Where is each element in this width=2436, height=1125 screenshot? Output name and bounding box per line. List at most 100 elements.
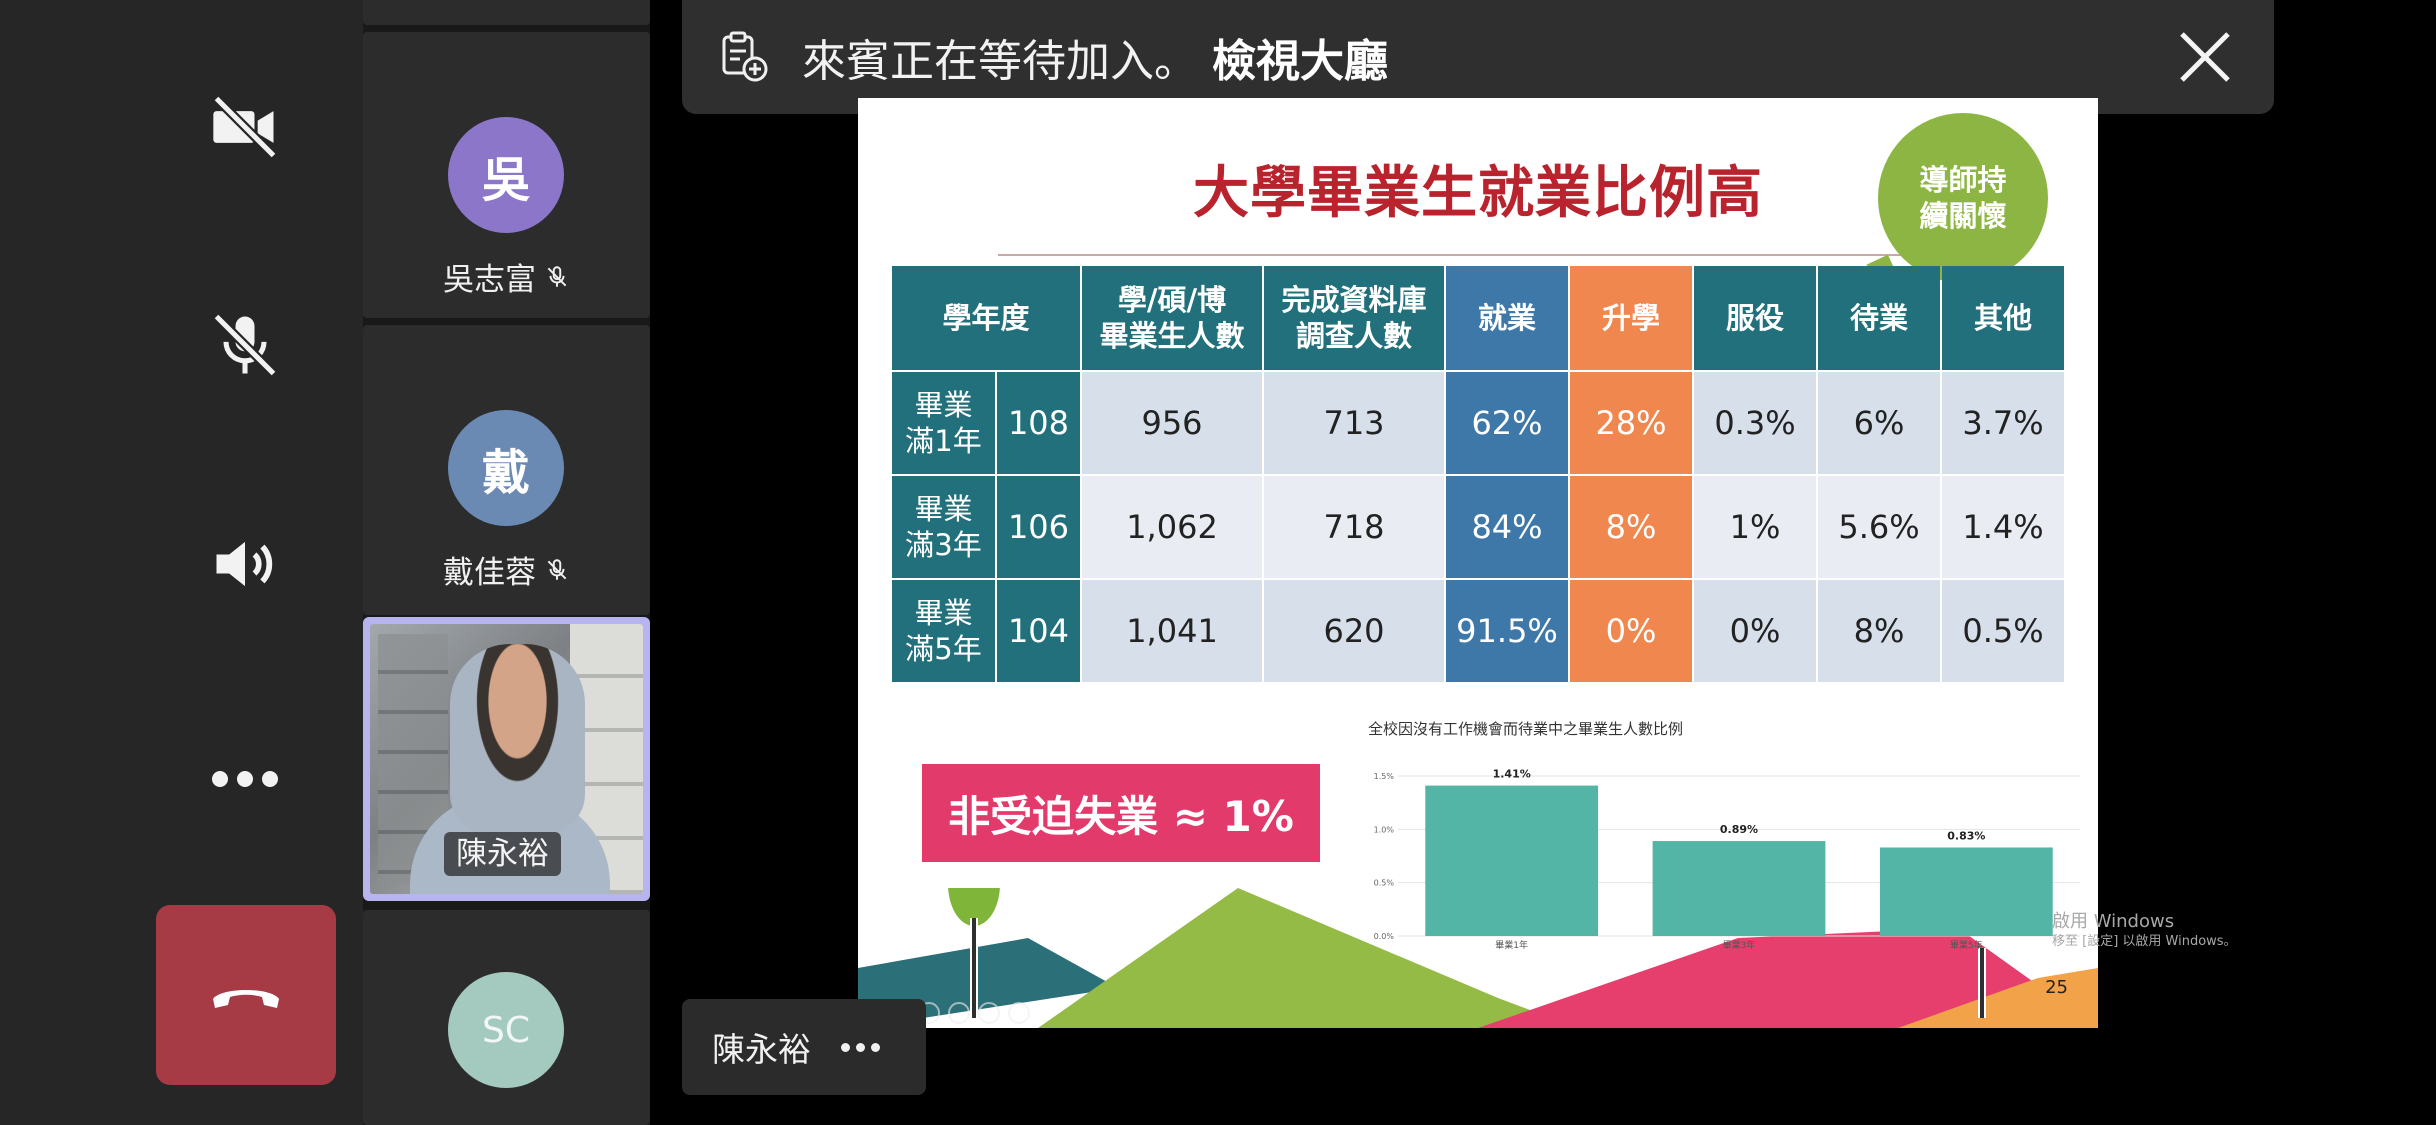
cell-other: 3.7% — [1942, 372, 2064, 474]
camera-off-button[interactable] — [170, 72, 320, 182]
header-line: 調查人數 — [1295, 319, 1412, 353]
chart-plot: 0.0% 0.5% 1.0% 1.5% 1.41% 畢業1年 0.89% 畢業3年 0.83% 畢… — [1374, 768, 2080, 951]
header-grads: 學/碩/博 畢業生人數 — [1082, 266, 1262, 370]
cell-grads: 956 — [1082, 372, 1262, 474]
more-icon — [212, 771, 278, 787]
row-year: 104 — [996, 580, 1080, 682]
row-label-line: 滿1年 — [905, 424, 982, 458]
row-label-line: 畢業 — [914, 492, 973, 526]
video-name-label: 陳永裕 — [444, 832, 561, 876]
row-label-line: 滿5年 — [905, 632, 982, 666]
header-waiting: 待業 — [1818, 266, 1940, 370]
cell-surveyed: 713 — [1264, 372, 1444, 474]
cell-other: 0.5% — [1942, 580, 2064, 682]
avatar: 戴 — [448, 410, 564, 526]
chart-bar — [1652, 841, 1826, 936]
close-icon[interactable] — [2176, 28, 2234, 86]
chart-x-tick-label: 畢業3年 — [1723, 939, 1756, 951]
watermark-line: 啟用 Windows — [2052, 911, 2175, 932]
zoom-tool-icon[interactable] — [978, 1002, 1000, 1024]
participant-name: 戴佳蓉 — [363, 547, 650, 592]
presenter-more-icon[interactable] — [841, 1037, 881, 1057]
participant-tile-partial[interactable] — [363, 0, 650, 25]
bubble-line: 導師持 — [1919, 163, 2007, 197]
mentor-care-bubble: 導師持 續關懷 — [1878, 113, 2048, 283]
cell-further-study: 8% — [1570, 476, 1692, 578]
header-line: 畢業生人數 — [1099, 319, 1245, 353]
table-row: 畢業 滿1年 108 956 713 62% 28% 0.3% 6% 3.7% — [892, 372, 2064, 474]
participant-tile-chen-active-speaker[interactable]: 陳永裕 — [363, 617, 650, 901]
cell-employed: 91.5% — [1446, 580, 1568, 682]
cell-further-study: 28% — [1570, 372, 1692, 474]
more-tools-icon[interactable] — [1008, 1002, 1030, 1024]
participant-name-text: 戴佳蓉 — [443, 555, 536, 591]
view-lobby-link[interactable]: 檢視大廳 — [1212, 36, 1388, 87]
cell-grads: 1,062 — [1082, 476, 1262, 578]
chart-title: 全校因沒有工作機會而待業中之畢業生人數比例 — [1368, 720, 1684, 738]
presenter-name: 陳永裕 — [712, 1030, 811, 1069]
lobby-notification-banner: 來賓正在等待加入。 檢視大廳 — [682, 0, 2274, 114]
participant-tile-wu[interactable]: 吳 吳志富 — [363, 32, 650, 318]
non-forced-unemployment-label: 非受迫失業 ≈ 1% — [922, 764, 1320, 862]
microphone-mute-button[interactable] — [170, 290, 320, 400]
participant-video: 陳永裕 — [370, 624, 643, 894]
mic-muted-icon — [547, 265, 567, 287]
chart-y-tick-label: 0.5% — [1374, 879, 1395, 888]
presenter-badge[interactable]: 陳永裕 — [682, 999, 926, 1095]
cell-further-study: 0% — [1570, 580, 1692, 682]
shared-slide: 大學畢業生就業比例高 導師持 續關懷 學年度 學/碩/博 畢業生人數 完成資料庫 — [858, 98, 2098, 1028]
chart-data-label: 1.41% — [1493, 768, 1531, 781]
chart-data-label: 0.89% — [1720, 823, 1758, 836]
hang-up-button[interactable] — [156, 905, 336, 1085]
slide-toolbar — [918, 998, 1078, 1028]
chart-y-tick-label: 1.5% — [1374, 772, 1395, 781]
cell-employed: 62% — [1446, 372, 1568, 474]
table-row: 畢業 滿5年 104 1,041 620 91.5% 0% 0% 8% 0.5% — [892, 580, 2064, 682]
header-military: 服役 — [1694, 266, 1816, 370]
chart-bar — [1425, 785, 1599, 936]
more-options-button[interactable] — [170, 724, 320, 834]
header-line: 學/碩/博 — [1117, 283, 1227, 317]
cell-employed: 84% — [1446, 476, 1568, 578]
chart-data-label: 0.83% — [1947, 829, 1985, 842]
cell-waiting: 8% — [1818, 580, 1940, 682]
cell-military: 0.3% — [1694, 372, 1816, 474]
row-label-line: 畢業 — [914, 596, 973, 630]
bubble-line: 續關懷 — [1919, 199, 2007, 233]
participant-tile-sc[interactable]: SC — [363, 910, 650, 1125]
row-label: 畢業 滿5年 — [892, 580, 995, 682]
cell-surveyed: 620 — [1264, 580, 1444, 682]
chart-y-tick-label: 0.0% — [1374, 932, 1395, 941]
cell-grads: 1,041 — [1082, 580, 1262, 682]
camera-off-icon — [213, 95, 277, 159]
header-line: 完成資料庫 — [1281, 283, 1427, 317]
lobby-message: 來賓正在等待加入。 — [802, 36, 1198, 87]
speaker-button[interactable] — [170, 509, 320, 619]
slide-page-number: 25 — [2045, 977, 2068, 998]
cell-other: 1.4% — [1942, 476, 2064, 578]
row-label: 畢業 滿3年 — [892, 476, 995, 578]
chart-x-tick-label: 畢業5年 — [1950, 939, 1983, 951]
row-year: 106 — [996, 476, 1080, 578]
chart-x-tick-label: 畢業1年 — [1495, 939, 1528, 951]
cell-waiting: 6% — [1818, 372, 1940, 474]
chart-bar — [1879, 847, 2053, 936]
highlight-tool-icon[interactable] — [948, 1002, 970, 1024]
header-employed: 就業 — [1446, 266, 1568, 370]
header-year: 學年度 — [892, 266, 1080, 370]
unemployment-chart: 全校因沒有工作機會而待業中之畢業生人數比例 0.0% 0.5% 1.0% 1.5% 1.… — [1368, 718, 2088, 958]
participant-name-text: 吳志富 — [443, 262, 536, 298]
cell-military: 1% — [1694, 476, 1816, 578]
microphone-off-icon — [213, 313, 277, 377]
avatar: 吳 — [448, 117, 564, 233]
chart-y-tick-label: 1.0% — [1374, 825, 1395, 834]
table-row: 畢業 滿3年 106 1,062 718 84% 8% 1% 5.6% 1.4% — [892, 476, 2064, 578]
avatar: SC — [448, 972, 564, 1088]
watermark-line: 移至 [設定] 以啟用 Windows。 — [2052, 934, 2237, 949]
video-person-head — [450, 644, 585, 834]
call-controls — [0, 0, 363, 1125]
speaker-icon — [216, 541, 273, 587]
participant-tile-dai[interactable]: 戴 戴佳蓉 — [363, 325, 650, 615]
row-label-line: 滿3年 — [905, 528, 982, 562]
